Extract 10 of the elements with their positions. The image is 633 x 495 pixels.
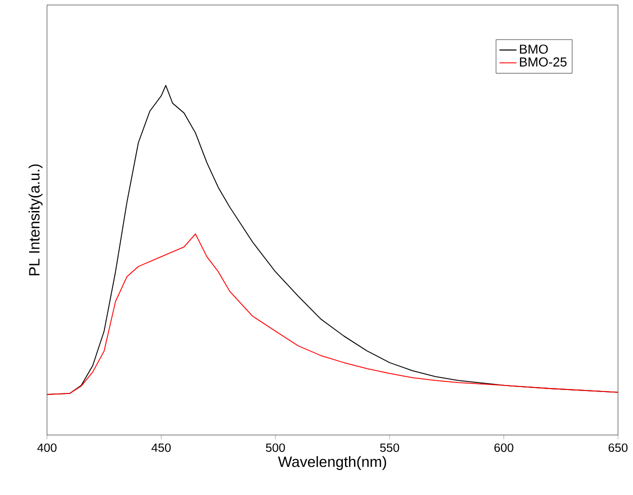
legend-label: BMO-25 (520, 57, 567, 67)
legend-label: BMO (520, 44, 548, 54)
x-tick-label: 400 (37, 443, 57, 452)
x-tick-label: 550 (380, 443, 400, 452)
x-tick-label: 500 (266, 443, 285, 452)
y-axis-title: PL Intensity(a.u.) (28, 164, 43, 276)
x-axis-title: Wavelength(nm) (278, 456, 386, 470)
x-tick-label: 450 (152, 443, 171, 452)
x-tick-label: 650 (608, 443, 628, 452)
x-tick-label: 600 (494, 443, 514, 452)
